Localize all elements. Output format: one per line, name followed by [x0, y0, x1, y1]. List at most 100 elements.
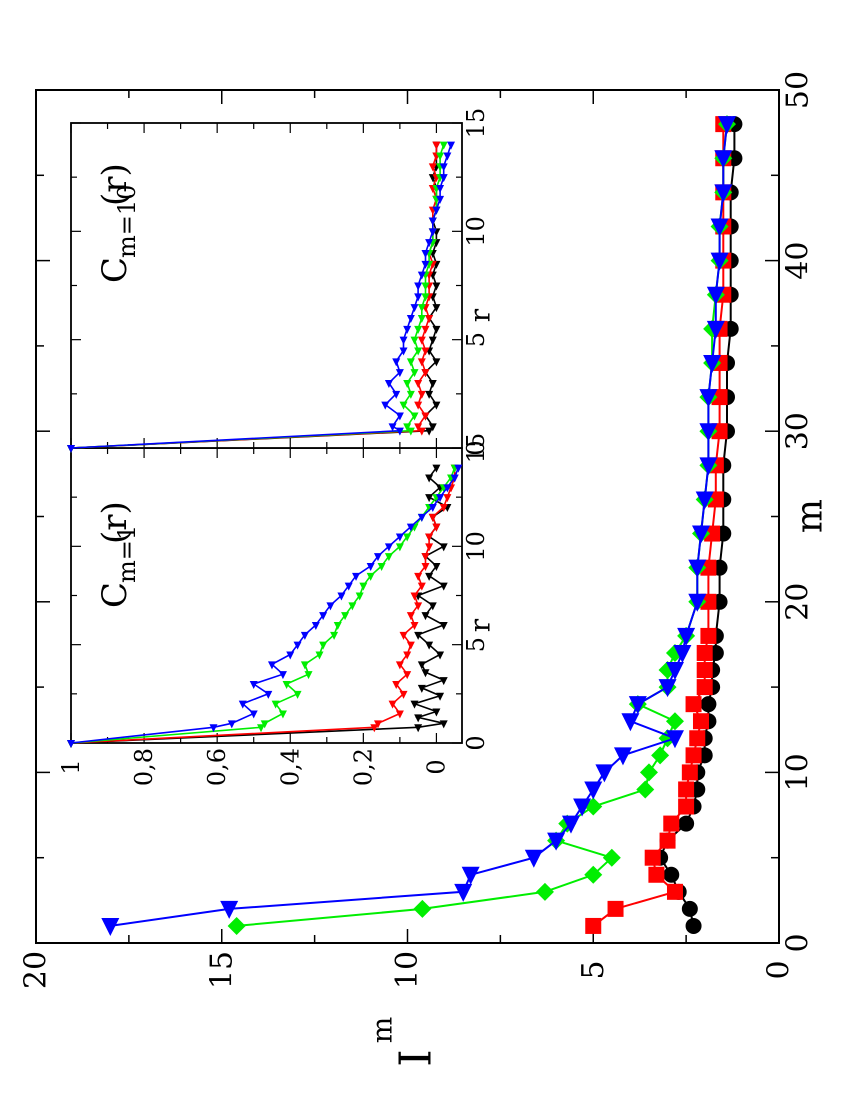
c-tick-label: 0,2	[349, 748, 377, 786]
inset-point-green	[300, 661, 309, 670]
inset-point-blue	[454, 464, 463, 473]
inset-point-green	[304, 671, 313, 680]
point-blue	[547, 832, 566, 851]
inset-point-red	[403, 671, 412, 680]
inset-point-green	[319, 641, 328, 650]
r-tick-label: 15	[462, 433, 490, 464]
inset-title-sub: m=10	[113, 185, 141, 258]
inset-point-black	[417, 661, 426, 670]
inset-point-blue	[392, 358, 401, 367]
r-tick-label: 0	[462, 735, 490, 750]
inset-point-blue	[384, 380, 393, 388]
inset-point-blue	[300, 631, 309, 640]
inset-point-red	[417, 390, 426, 399]
inset-point-blue	[326, 602, 335, 611]
point-blue	[573, 798, 592, 817]
point-blue	[717, 116, 736, 135]
inset-point-red	[414, 380, 423, 388]
point-red	[704, 525, 721, 542]
point-black	[685, 917, 702, 934]
i-tick-label: 15	[204, 951, 239, 989]
point-blue	[699, 457, 718, 476]
point-blue	[677, 627, 696, 646]
point-blue	[561, 815, 580, 834]
inset-point-red	[388, 700, 397, 709]
inset-point-green	[421, 293, 430, 302]
inset-point-blue	[428, 228, 437, 237]
point-red	[585, 917, 602, 934]
point-red	[696, 679, 713, 696]
point-red	[707, 491, 724, 508]
inset-point-blue	[352, 572, 361, 581]
inset-point-red	[421, 563, 430, 571]
inset-title-tail: (r)	[95, 501, 135, 544]
point-red	[696, 644, 713, 661]
inset-point-red	[392, 681, 401, 689]
point-blue	[699, 423, 718, 442]
r-tick-label: 10	[462, 216, 490, 247]
inset-point-blue	[278, 671, 287, 680]
inset-point-blue	[421, 260, 430, 269]
point-blue	[710, 218, 729, 237]
inset-point-blue	[450, 474, 459, 483]
inset-m10-plot: 0 5 10 15 r Cm=10(r)	[67, 108, 497, 456]
inset-point-black	[439, 622, 448, 630]
point-blue	[621, 713, 640, 732]
inset-point-red	[421, 553, 430, 562]
inset-point-black	[414, 631, 423, 640]
inset-point-red	[439, 504, 448, 512]
inset-point-blue	[399, 336, 408, 345]
inset-point-blue	[406, 315, 415, 323]
inset-point-blue	[414, 282, 423, 291]
inset-point-red	[403, 651, 412, 660]
inset-point-blue	[421, 250, 430, 258]
inset-point-black	[439, 543, 448, 552]
point-blue	[714, 150, 733, 169]
inset-point-black	[432, 401, 441, 410]
inset-point-black	[432, 358, 441, 367]
c-tick-label: 0,6	[203, 748, 231, 786]
point-blue	[665, 662, 684, 681]
inset-point-blue	[67, 740, 75, 748]
inset-point-red	[428, 163, 437, 172]
inset-point-green	[410, 336, 419, 345]
inset-point-red	[395, 710, 404, 719]
point-blue	[706, 320, 725, 339]
inset-point-blue	[395, 427, 404, 436]
point-blue	[691, 525, 710, 544]
inset-point-blue	[399, 347, 408, 356]
m-tick-label: 10	[781, 753, 816, 791]
inset-point-green	[348, 602, 357, 611]
c-tick-label: 0,4	[276, 748, 304, 786]
point-red	[659, 832, 676, 849]
inset-point-green	[410, 412, 419, 421]
inset-point-blue	[428, 504, 437, 512]
inset-point-blue	[395, 533, 404, 542]
point-red	[689, 730, 706, 747]
inset-point-red	[414, 602, 423, 611]
inset-point-black	[432, 708, 441, 717]
point-green	[535, 882, 554, 901]
inset-point-green	[315, 651, 324, 660]
inset-point-black	[421, 612, 430, 621]
point-blue	[524, 849, 543, 868]
inset-point-red	[410, 622, 419, 630]
inset-point-blue	[384, 543, 393, 552]
c-tick-label: 1	[57, 759, 85, 774]
inset-point-black	[428, 380, 437, 388]
inset-point-green	[406, 427, 415, 436]
inset-point-green	[282, 681, 291, 689]
point-blue	[673, 644, 692, 663]
inset-point-blue	[249, 681, 258, 689]
c-tick-label: 0,8	[130, 748, 158, 786]
inset-point-blue	[439, 163, 448, 172]
point-blue	[613, 747, 632, 766]
inset-point-blue	[366, 563, 375, 571]
inset-point-red	[421, 369, 430, 378]
point-blue	[695, 491, 714, 510]
inset-series-blue	[67, 141, 456, 453]
inset-point-green	[278, 710, 287, 719]
inset-point-red	[428, 513, 437, 522]
series-red	[585, 116, 732, 934]
inset-point-green	[260, 720, 269, 729]
